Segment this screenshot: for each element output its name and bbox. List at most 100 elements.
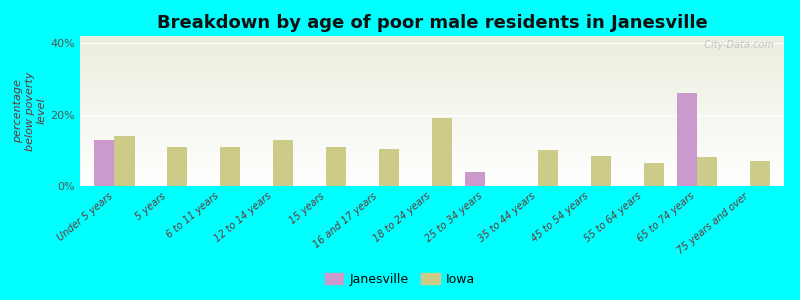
- Bar: [66, 91, 800, 92]
- Bar: [66, 51, 800, 52]
- Bar: [66, 157, 800, 158]
- Bar: [66, 96, 800, 97]
- Bar: [66, 119, 800, 120]
- Bar: [66, 93, 800, 94]
- Bar: [66, 123, 800, 124]
- Bar: [66, 164, 800, 165]
- Bar: [66, 125, 800, 126]
- Bar: [66, 61, 800, 62]
- Bar: [66, 63, 800, 64]
- Bar: [66, 71, 800, 72]
- Bar: [66, 98, 800, 99]
- Bar: [326, 147, 346, 186]
- Bar: [66, 152, 800, 153]
- Bar: [66, 90, 800, 91]
- Bar: [644, 163, 664, 186]
- Bar: [66, 110, 800, 111]
- Bar: [677, 93, 697, 186]
- Bar: [167, 147, 187, 186]
- Bar: [66, 181, 800, 182]
- Bar: [66, 128, 800, 129]
- Bar: [66, 131, 800, 132]
- Bar: [66, 175, 800, 176]
- Bar: [66, 148, 800, 149]
- Bar: [66, 58, 800, 59]
- Bar: [66, 176, 800, 177]
- Bar: [66, 162, 800, 163]
- Bar: [66, 173, 800, 174]
- Bar: [66, 141, 800, 142]
- Bar: [66, 38, 800, 39]
- Bar: [66, 169, 800, 170]
- Bar: [66, 57, 800, 58]
- Bar: [66, 105, 800, 106]
- Bar: [66, 103, 800, 104]
- Bar: [66, 70, 800, 71]
- Bar: [66, 97, 800, 98]
- Bar: [66, 60, 800, 61]
- Bar: [66, 114, 800, 115]
- Bar: [66, 136, 800, 137]
- Bar: [66, 160, 800, 161]
- Bar: [66, 184, 800, 185]
- Bar: [66, 143, 800, 144]
- Bar: [66, 74, 800, 75]
- Bar: [66, 135, 800, 136]
- Bar: [66, 178, 800, 179]
- Bar: [66, 81, 800, 82]
- Text: City-Data.com: City-Data.com: [698, 40, 774, 50]
- Bar: [66, 46, 800, 47]
- Bar: [66, 142, 800, 143]
- Bar: [66, 73, 800, 74]
- Bar: [66, 47, 800, 48]
- Legend: Janesville, Iowa: Janesville, Iowa: [319, 268, 481, 291]
- Bar: [465, 172, 485, 186]
- Bar: [66, 102, 800, 103]
- Bar: [66, 92, 800, 93]
- Bar: [66, 179, 800, 180]
- Bar: [66, 161, 800, 162]
- Bar: [66, 89, 800, 90]
- Bar: [66, 155, 800, 156]
- Bar: [66, 172, 800, 173]
- Bar: [66, 150, 800, 151]
- Bar: [66, 88, 800, 89]
- Bar: [538, 150, 558, 186]
- Bar: [379, 148, 399, 186]
- Bar: [66, 106, 800, 107]
- Bar: [66, 140, 800, 141]
- Bar: [66, 107, 800, 108]
- Bar: [66, 122, 800, 123]
- Bar: [66, 112, 800, 113]
- Bar: [66, 64, 800, 65]
- Bar: [66, 137, 800, 138]
- Bar: [220, 147, 240, 186]
- Bar: [66, 130, 800, 131]
- Bar: [66, 53, 800, 54]
- Bar: [66, 167, 800, 168]
- Bar: [66, 115, 800, 116]
- Bar: [66, 109, 800, 110]
- Bar: [66, 42, 800, 43]
- Bar: [66, 168, 800, 169]
- Bar: [66, 36, 800, 37]
- Bar: [590, 156, 611, 186]
- Bar: [66, 166, 800, 167]
- Bar: [66, 86, 800, 87]
- Bar: [66, 174, 800, 175]
- Bar: [66, 159, 800, 160]
- Bar: [66, 76, 800, 77]
- Bar: [66, 154, 800, 155]
- Y-axis label: percentage
below poverty
level: percentage below poverty level: [13, 71, 46, 151]
- Bar: [66, 45, 800, 46]
- Bar: [66, 77, 800, 78]
- Bar: [66, 118, 800, 119]
- Bar: [66, 121, 800, 122]
- Bar: [66, 39, 800, 40]
- Bar: [66, 171, 800, 172]
- Bar: [66, 99, 800, 100]
- Bar: [66, 185, 800, 186]
- Bar: [66, 149, 800, 150]
- Bar: [66, 180, 800, 181]
- Bar: [66, 95, 800, 96]
